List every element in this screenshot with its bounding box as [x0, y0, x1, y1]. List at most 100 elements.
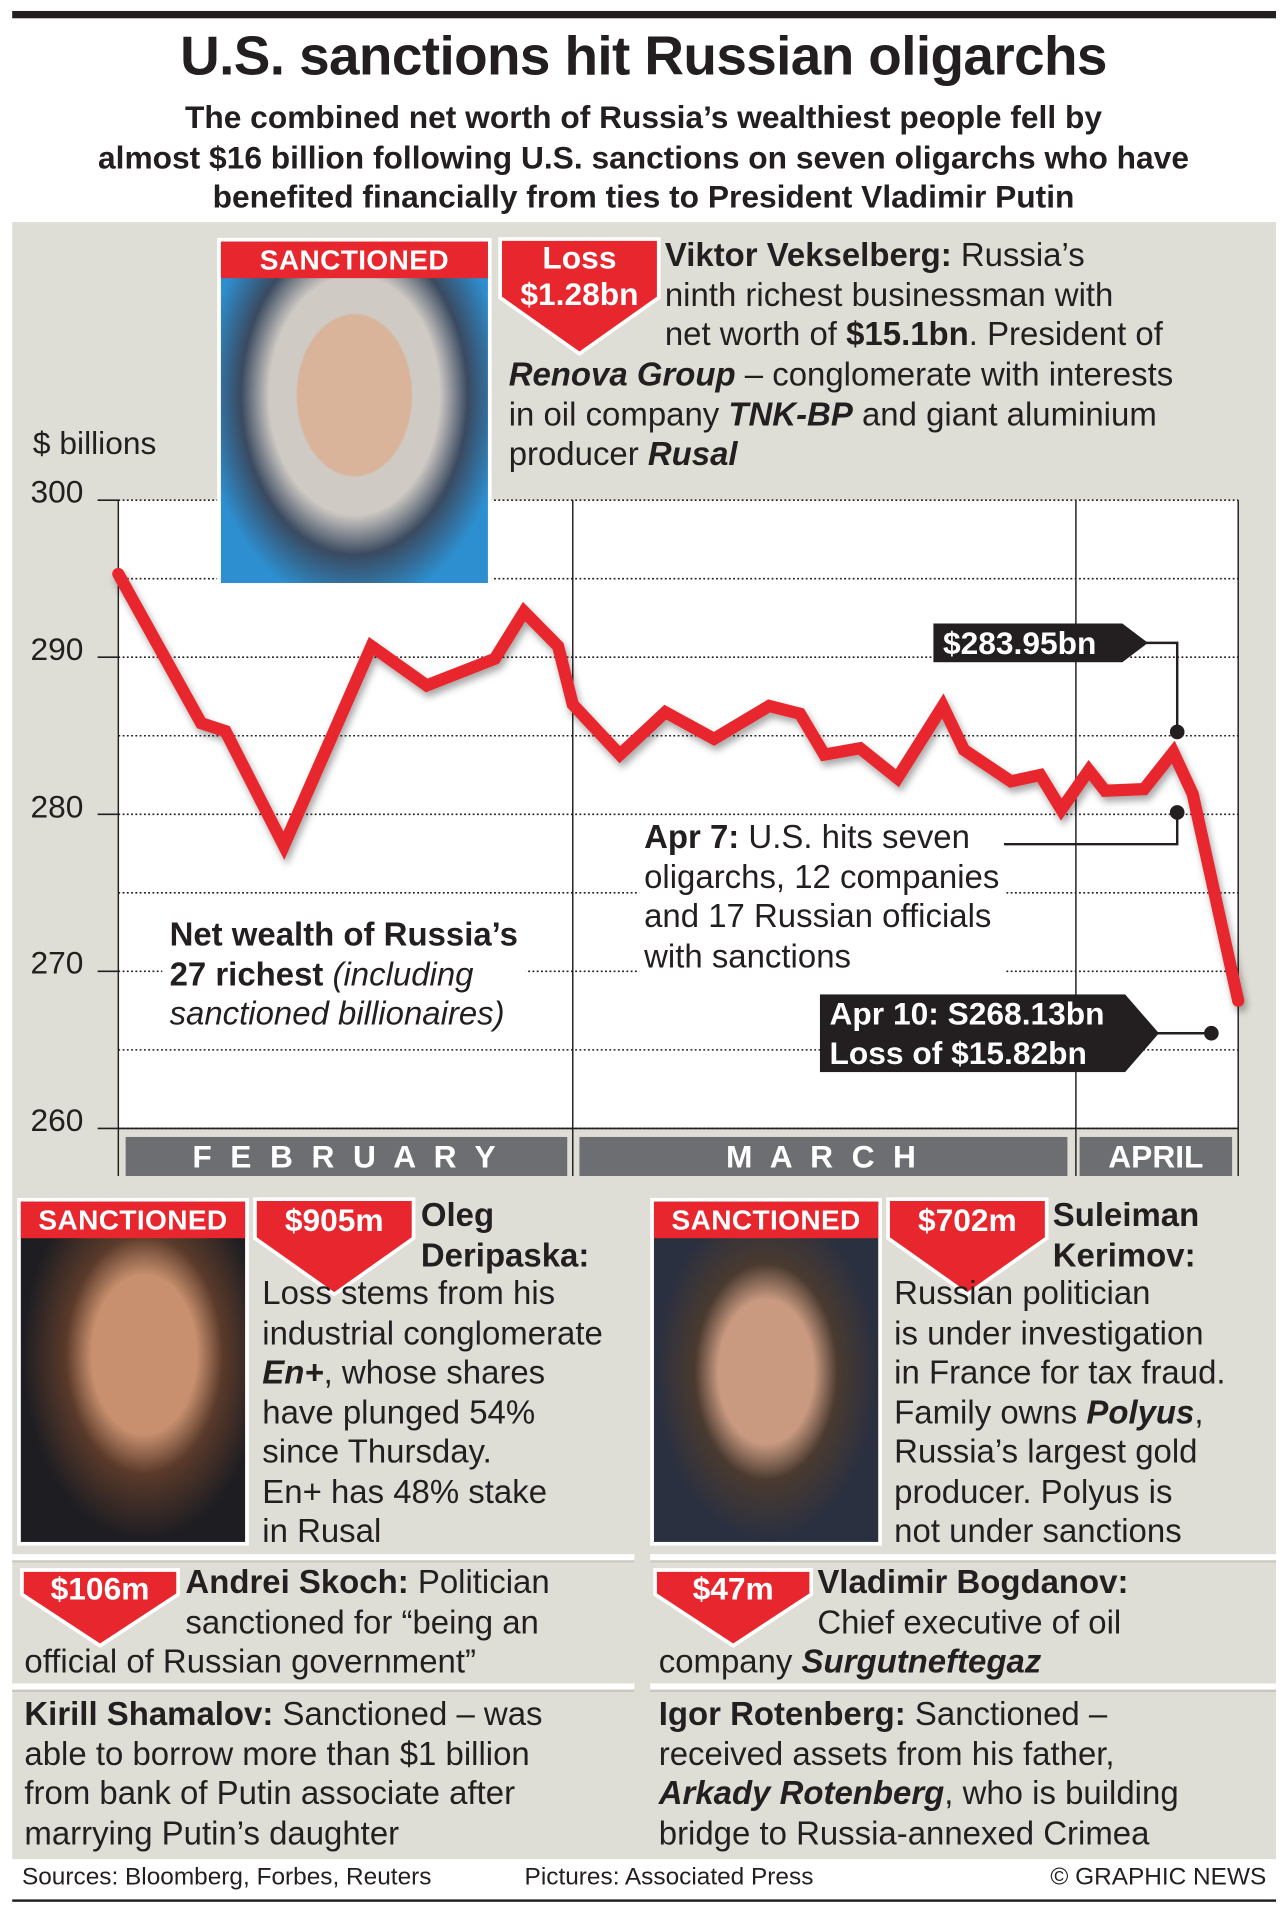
vekselberg-text-cont: Renova Group – conglomerate with interes… — [509, 355, 1174, 474]
apr7-annotation: Apr 7: U.S. hits seven oligarchs, 12 com… — [639, 817, 1005, 976]
data-point — [1060, 808, 1063, 811]
vekselberg-text: Viktor Vekselberg: Russia’s ninth riches… — [665, 235, 1163, 354]
text-segment: , whose shares have plunged 54% since Th… — [262, 1354, 548, 1550]
data-point — [522, 610, 526, 613]
data-point — [1038, 773, 1042, 777]
sanctioned-label: SANCTIONED — [220, 241, 488, 279]
text-segment: Net wealth of Russia’s 27 richest — [169, 916, 518, 993]
divider — [12, 1683, 635, 1693]
apr7-leader-line — [1000, 812, 1179, 846]
text-segment: Rusal — [647, 435, 738, 473]
text-segment: and giant aluminium producer — [508, 395, 1157, 473]
text-segment: TNK-BP — [728, 395, 853, 433]
divider — [650, 1683, 1277, 1693]
skoch-text-cont: official of Russian government” — [24, 1642, 476, 1682]
data-point — [664, 710, 667, 714]
text-segment: Russian politician is under investigatio… — [894, 1274, 1226, 1431]
apr10-marker-dot — [1204, 1025, 1219, 1041]
series-label: Net wealth of Russia’s 27 richest (inclu… — [162, 914, 526, 1034]
data-point — [224, 729, 227, 733]
text-segment: . President of — [968, 315, 1163, 353]
text-segment: (including sanctioned billionaires) — [169, 955, 505, 1033]
data-point — [493, 657, 497, 661]
text-segment: Polyus — [1086, 1393, 1195, 1431]
sanctioned-label: SANCTIONED — [20, 1201, 246, 1239]
peak-value-callout: $283.95bn — [933, 623, 1148, 663]
data-point — [1103, 789, 1107, 792]
month-bar-february: F E B R U A R Y — [125, 1136, 568, 1176]
data-point — [896, 776, 899, 780]
kerimov-photo: SANCTIONED — [650, 1197, 882, 1546]
text-segment: Politician sanctioned for “being an — [185, 1563, 550, 1641]
data-point — [571, 703, 574, 706]
y-axis-label: $ billions — [32, 424, 157, 462]
data-point — [858, 747, 862, 750]
month-bar-march: M A R C H — [579, 1136, 1068, 1176]
subtitle: The combined net worth of Russia’s wealt… — [98, 98, 1189, 215]
shamalov-text: Kirill Shamalov: Sanctioned – was able t… — [24, 1694, 542, 1853]
skoch-loss-badge: $106m — [20, 1568, 181, 1649]
bottom-rule — [12, 1899, 1277, 1902]
badge-value: $905m — [284, 1201, 384, 1239]
month-bar-april: APRIL — [1079, 1136, 1233, 1176]
page-title: U.S. sanctions hit Russian oligarchs — [180, 24, 1107, 87]
text-segment: En+ — [262, 1354, 324, 1391]
text-segment: Kirill Shamalov: — [24, 1695, 274, 1733]
text-segment: Renova Group — [508, 356, 736, 393]
deripaska-loss-badge: $905m — [253, 1197, 416, 1297]
deripaska-photo: SANCTIONED — [17, 1197, 249, 1546]
bogdanov-text: Vladimir Bogdanov: Chief executive of oi… — [817, 1563, 1128, 1642]
rotenberg-text: Igor Rotenberg: Sanctioned – received as… — [659, 1694, 1179, 1853]
data-point — [282, 844, 286, 847]
skoch-text: Andrei Skoch: Politician sanctioned for … — [185, 1563, 549, 1642]
data-point — [618, 753, 622, 756]
text-segment: Viktor Vekselberg: — [664, 236, 952, 274]
vekselberg-loss-badge: Loss $1.28bn — [498, 237, 661, 357]
data-point — [823, 753, 826, 756]
text-segment: company — [658, 1643, 802, 1680]
apr10-value: Apr 10: S268.13bn — [829, 995, 1105, 1033]
badge-value: $47m — [692, 1570, 774, 1607]
text-segment: Sanctioned – received assets from his fa… — [658, 1695, 1115, 1772]
data-point — [556, 645, 560, 648]
divider — [12, 1554, 635, 1563]
text-segment: Sanctioned – was able to borrow more tha… — [24, 1695, 543, 1852]
sanctioned-label: SANCTIONED — [653, 1201, 879, 1239]
y-tick-label: 270 — [30, 944, 84, 981]
text-segment: Apr 7: — [644, 818, 740, 856]
kerimov-text: Russian politician is under investigatio… — [894, 1274, 1225, 1552]
badge-value: $106m — [50, 1570, 150, 1607]
text-segment: Vladimir Bogdanov: — [817, 1563, 1129, 1601]
y-tick-label: 290 — [30, 630, 84, 668]
kerimov-loss-badge: $702m — [886, 1197, 1049, 1297]
data-point — [767, 704, 771, 708]
footer-sources: Sources: Bloomberg, Forbes, Reuters — [21, 1864, 432, 1891]
footer-copyright: © GRAPHIC NEWS — [1050, 1864, 1267, 1891]
data-point — [941, 704, 945, 708]
text-segment: Loss stems from his industrial conglomer… — [262, 1274, 603, 1352]
data-point — [712, 737, 716, 741]
text-segment: official of Russian government” — [24, 1643, 476, 1680]
badge-value: $702m — [917, 1201, 1017, 1239]
data-point — [962, 748, 966, 752]
text-segment: , who is building bridge to Russia-annex… — [658, 1774, 1179, 1852]
data-point — [425, 684, 428, 687]
text-segment: Andrei Skoch: — [185, 1563, 409, 1601]
text-segment: Russia’s ninth richest businessman with … — [664, 236, 1114, 353]
badge-label: Loss — [542, 239, 617, 276]
divider — [650, 1554, 1277, 1563]
y-tick-label: 280 — [30, 788, 84, 825]
peak-marker-dot — [1169, 724, 1185, 740]
peak-value-label: $283.95bn — [942, 624, 1097, 662]
data-point — [1142, 787, 1146, 791]
data-point — [798, 712, 802, 715]
text-segment: Chief executive of oil — [817, 1603, 1122, 1641]
top-rule — [12, 10, 1277, 19]
data-point — [117, 572, 120, 576]
data-point — [370, 645, 373, 648]
text-segment: $15.1bn — [846, 315, 969, 353]
apr10-callout: Apr 10: S268.13bn Loss of $15.82bn — [819, 994, 1159, 1073]
text-segment: Igor Rotenberg: — [658, 1695, 906, 1733]
text-segment: – conglomerate with interests in oil com… — [508, 356, 1174, 433]
